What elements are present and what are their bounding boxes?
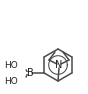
Text: HO: HO <box>4 61 18 69</box>
Text: HO: HO <box>4 77 18 86</box>
Text: B: B <box>27 68 34 78</box>
Text: N: N <box>55 60 63 70</box>
